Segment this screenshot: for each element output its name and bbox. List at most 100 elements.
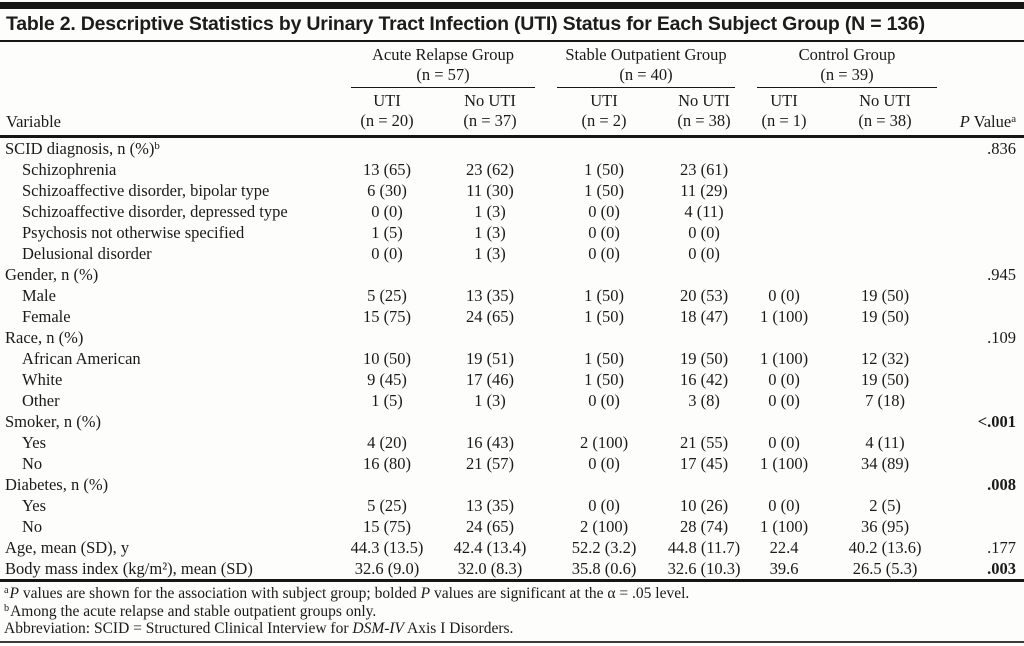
data-cell: 13 (35) (465, 286, 515, 305)
p-value-cell (948, 180, 1024, 201)
data-cell (340, 137, 434, 160)
data-cell: 1 (3) (474, 223, 506, 242)
data-cell: 0 (0) (688, 223, 720, 242)
data-cell: 19 (50) (679, 349, 729, 368)
table-row: Schizoaffective disorder, depressed type… (0, 201, 1024, 222)
data-cell: 1 (50) (584, 286, 624, 305)
group-n: (n = 57) (416, 65, 470, 84)
table-row: SCID diagnosis, n (%)b .836 (0, 137, 1024, 160)
row-label: SCID diagnosis, n (%)b (5, 139, 160, 158)
footnote-line: bAmong the acute relapse and stable outp… (4, 602, 377, 620)
data-cell (822, 243, 948, 264)
p-value-cell (948, 201, 1024, 222)
data-cell: 0 (0) (588, 244, 620, 263)
table-row: Diabetes, n (%) .008 (0, 474, 1024, 495)
uti-statistics-table: Variable Acute Relapse Group (n = 57) St… (0, 42, 1024, 582)
data-cell (340, 264, 434, 285)
subcolumn-label: UTI (590, 91, 618, 110)
data-cell (546, 474, 662, 495)
data-cell: 0 (0) (588, 496, 620, 515)
row-label: Psychosis not otherwise specified (22, 223, 245, 242)
table-row: Other 1 (5) 1 (3) 0 (0) 3 (8) 0 (0) 7 (18) (0, 390, 1024, 411)
table-row: Yes 5 (25) 13 (35) 0 (0) 10 (26) 0 (0) 2 (5) (0, 495, 1024, 516)
data-cell: 21 (57) (465, 454, 515, 473)
data-cell: 10 (50) (362, 349, 412, 368)
data-cell: 0 (0) (768, 370, 800, 389)
table-row: Schizoaffective disorder, bipolar type 6 … (0, 180, 1024, 201)
row-label: Yes (22, 433, 47, 452)
data-cell: 42.4 (13.4) (453, 538, 527, 557)
row-label: Body mass index (kg/m²), mean (SD) (5, 559, 253, 578)
top-rule (0, 2, 1024, 9)
group-n: (n = 39) (820, 65, 874, 84)
data-cell: 52.2 (3.2) (571, 538, 637, 557)
p-value-cell: .836 (987, 139, 1017, 158)
table-row: Delusional disorder 0 (0) 1 (3) 0 (0) 0 (0) (0, 243, 1024, 264)
subcolumn-header: No UTI (n = 38) (662, 88, 746, 137)
table-header: Variable Acute Relapse Group (n = 57) St… (0, 42, 1024, 137)
data-cell: 19 (50) (860, 286, 910, 305)
table-row: Psychosis not otherwise specified 1 (5) 1 … (0, 222, 1024, 243)
data-cell: 21 (55) (679, 433, 729, 452)
data-cell: 1 (100) (759, 517, 809, 536)
data-cell (662, 327, 746, 348)
group-name: Acute Relapse Group (371, 45, 515, 64)
data-cell: 22.4 (769, 538, 799, 557)
data-cell (746, 159, 822, 180)
p-value-cell (948, 285, 1024, 306)
data-cell (662, 411, 746, 432)
subcolumn-header: No UTI (n = 38) (822, 88, 948, 137)
table-row: White 9 (45) 17 (46) 1 (50) 16 (42) 0 (0) 19 (… (0, 369, 1024, 390)
subcolumn-n: (n = 38) (858, 111, 912, 130)
p-value-cell (948, 159, 1024, 180)
data-cell: 19 (51) (465, 349, 515, 368)
data-cell (340, 474, 434, 495)
subcolumn-n: (n = 1) (761, 111, 807, 130)
row-label: White (22, 370, 63, 389)
table-row: Yes 4 (20) 16 (43) 2 (100) 21 (55) 0 (0) 4 (11… (0, 432, 1024, 453)
data-cell: 11 (29) (680, 181, 728, 200)
table-body: SCID diagnosis, n (%)b .836 Schizophrenia 1… (0, 137, 1024, 581)
data-cell: 1 (50) (584, 349, 624, 368)
table-row: Female 15 (75) 24 (65) 1 (50) 18 (47) 1 (100)… (0, 306, 1024, 327)
row-label: Schizoaffective disorder, depressed type (22, 202, 288, 221)
data-cell: 1 (50) (584, 160, 624, 179)
data-cell: 23 (61) (679, 160, 729, 179)
subcolumn-label: No UTI (859, 91, 911, 110)
subcolumn-header: UTI (n = 1) (746, 88, 822, 137)
data-cell: 0 (0) (588, 454, 620, 473)
data-cell: 13 (65) (362, 160, 412, 179)
data-cell (822, 201, 948, 222)
data-cell: 10 (26) (679, 496, 729, 515)
footnotes: aP values are shown for the association … (0, 582, 1024, 641)
data-cell (822, 159, 948, 180)
data-cell: 12 (32) (860, 349, 910, 368)
data-cell (746, 411, 822, 432)
table-row: Male 5 (25) 13 (35) 1 (50) 20 (53) 0 (0) 19 (5… (0, 285, 1024, 306)
p-value-cell (948, 369, 1024, 390)
data-cell: 0 (0) (768, 391, 800, 410)
group-header-row: Variable Acute Relapse Group (n = 57) St… (0, 42, 1024, 131)
data-cell: 1 (3) (474, 202, 506, 221)
data-cell: 4 (11) (865, 433, 905, 452)
data-cell: 44.8 (11.7) (667, 538, 741, 557)
row-label: African American (22, 349, 141, 368)
data-cell: 15 (75) (362, 307, 412, 326)
data-cell (662, 474, 746, 495)
data-cell: 0 (0) (768, 433, 800, 452)
group-header-underline: Control Group (n = 39) (757, 45, 938, 88)
row-label: Yes (22, 496, 47, 515)
data-cell: 1 (100) (759, 349, 809, 368)
data-cell: 28 (74) (679, 517, 729, 536)
data-cell: 0 (0) (371, 244, 403, 263)
p-value-cell (948, 516, 1024, 537)
data-cell (746, 327, 822, 348)
row-label: Other (22, 391, 60, 410)
p-value-cell (948, 495, 1024, 516)
table-row: Body mass index (kg/m²), mean (SD) 32.6 (… (0, 558, 1024, 581)
data-cell: 16 (42) (679, 370, 729, 389)
data-cell (822, 327, 948, 348)
data-cell: 2 (5) (869, 496, 901, 515)
data-cell (662, 264, 746, 285)
